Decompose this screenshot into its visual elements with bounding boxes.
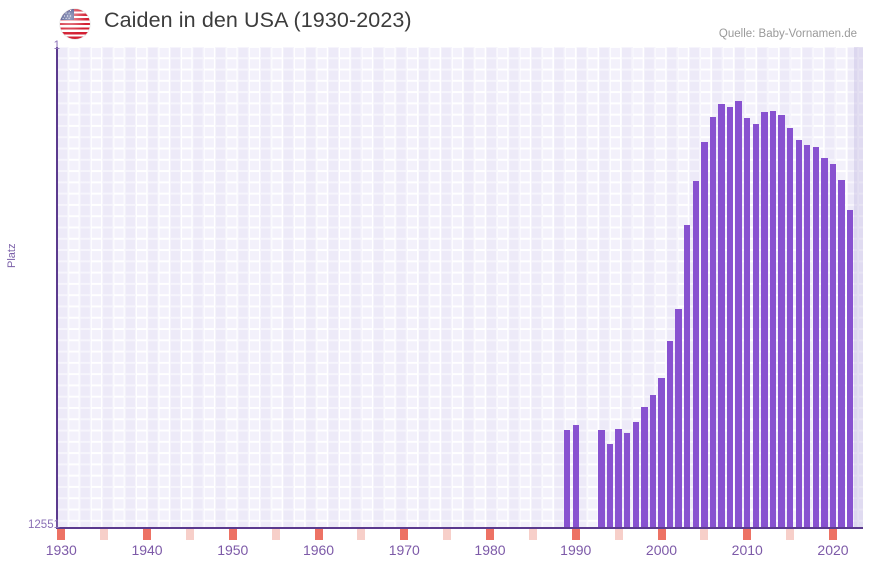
x-axis-tick-minor xyxy=(185,529,194,540)
x-axis-tick-major xyxy=(657,529,666,540)
x-axis-tick-major xyxy=(400,529,409,540)
x-axis-tick-major xyxy=(828,529,837,540)
chart-bar xyxy=(709,116,717,528)
x-axis-tick-major xyxy=(228,529,237,540)
x-axis-tick-minor xyxy=(528,529,537,540)
y-axis-title: Platz xyxy=(6,243,18,268)
x-axis-tick-minor xyxy=(271,529,280,540)
chart-bar xyxy=(769,110,777,528)
x-axis-tick-minor xyxy=(443,529,452,540)
source-label: Quelle: Baby-Vornamen.de xyxy=(718,28,857,40)
x-axis-tick-minor xyxy=(700,529,709,540)
x-axis-line xyxy=(56,527,863,529)
chart-bar xyxy=(692,181,699,528)
chart-grid-stripes xyxy=(57,47,863,528)
x-axis-tick-label: 1930 xyxy=(45,542,77,558)
x-axis-tick-major xyxy=(743,529,752,540)
x-axis-tick-major xyxy=(571,529,580,540)
flag-gloss xyxy=(60,9,90,39)
x-axis-tick-minor xyxy=(786,529,795,540)
chart-bar xyxy=(658,378,665,528)
chart-header: Caiden in den USA (1930-2023) Quelle: Ba… xyxy=(0,0,873,47)
chart-bar xyxy=(795,140,802,528)
x-axis-tick-label: 2010 xyxy=(731,542,763,558)
chart-bar xyxy=(778,115,785,528)
chart-bar xyxy=(821,158,828,528)
chart-bar xyxy=(675,309,682,528)
x-axis-tick-label: 1980 xyxy=(474,542,506,558)
page-title: Caiden in den USA (1930-2023) xyxy=(104,8,412,32)
chart-bar xyxy=(632,421,639,528)
x-axis-tick-label: 1970 xyxy=(388,542,420,558)
x-axis-tick-major xyxy=(143,529,152,540)
chart-bar xyxy=(624,433,631,528)
x-axis-tick-label: 2000 xyxy=(645,542,678,558)
chart-bar xyxy=(701,142,708,528)
x-axis-tick-label: 1950 xyxy=(217,542,249,558)
chart-bar xyxy=(838,180,845,528)
chart-plot-area xyxy=(57,47,863,528)
x-axis-tick-major xyxy=(486,529,494,540)
x-axis-tick-minor xyxy=(614,529,623,540)
y-axis-tick-bottom: 12551 xyxy=(28,519,60,531)
x-axis-tick-major xyxy=(57,529,66,540)
x-axis-tick-label: 1990 xyxy=(560,542,592,558)
x-axis-tick-major xyxy=(314,529,323,540)
chart-bar xyxy=(564,429,571,528)
chart-bar xyxy=(726,106,734,528)
chart-bar xyxy=(735,101,742,528)
chart-bar xyxy=(812,147,819,528)
chart-bar xyxy=(804,145,811,528)
x-axis-tick-label: 1960 xyxy=(302,542,335,558)
chart-bar xyxy=(649,394,657,528)
chart-bar xyxy=(666,341,674,528)
y-axis-tick-top: 1 xyxy=(53,40,60,52)
chart-no-data-region xyxy=(854,47,863,528)
chart-bar xyxy=(598,429,605,528)
chart-bar xyxy=(761,112,768,528)
chart-bar xyxy=(744,118,751,528)
chart-bar xyxy=(846,209,854,528)
chart-bar xyxy=(752,124,759,528)
us-flag-icon xyxy=(60,9,90,39)
x-axis-tick-minor xyxy=(100,529,109,540)
chart-bar xyxy=(572,424,579,528)
chart-bar xyxy=(615,429,622,528)
chart-bar xyxy=(718,103,725,528)
x-axis-tick-minor xyxy=(357,529,366,540)
chart-bar xyxy=(684,225,691,528)
chart-bar xyxy=(829,164,837,528)
chart-bar xyxy=(606,444,614,528)
chart-bar xyxy=(641,407,648,528)
x-axis-tick-label: 2020 xyxy=(817,542,849,558)
y-axis-line xyxy=(56,47,58,529)
chart-bar xyxy=(786,128,794,528)
x-axis-tick-label: 1940 xyxy=(131,542,163,558)
